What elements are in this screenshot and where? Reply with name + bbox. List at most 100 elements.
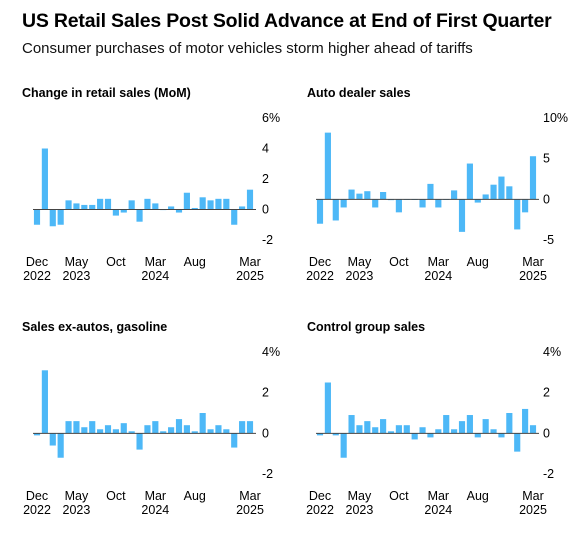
- x-tick-year-label: 2024: [141, 503, 169, 517]
- bar: [183, 425, 190, 434]
- bar: [128, 200, 135, 210]
- x-tick-label: Aug: [467, 255, 489, 269]
- bar: [199, 197, 206, 210]
- x-tick-label: Mar: [239, 255, 261, 269]
- y-tick-label: -2: [262, 233, 273, 247]
- x-tick-label: Aug: [467, 489, 489, 503]
- x-tick-label: Mar: [428, 489, 450, 503]
- bar: [223, 198, 230, 210]
- bar: [33, 433, 41, 436]
- bar: [81, 427, 88, 434]
- x-tick-label: Mar: [145, 489, 167, 503]
- bar: [49, 209, 56, 227]
- bar: [332, 433, 339, 436]
- bar: [348, 415, 355, 434]
- x-tick-label: May: [348, 255, 372, 269]
- bar: [73, 421, 80, 434]
- x-tick-year-label: 2024: [424, 269, 452, 283]
- bar: [458, 199, 466, 232]
- bar: [372, 427, 379, 434]
- y-tick-label: 2: [543, 386, 550, 400]
- bar: [144, 198, 151, 210]
- bar: [380, 419, 387, 434]
- x-tick-label: Oct: [106, 489, 126, 503]
- bar: [324, 132, 331, 200]
- x-tick-label: Oct: [106, 255, 126, 269]
- bar: [395, 425, 402, 434]
- bar: [120, 423, 127, 434]
- bar: [340, 199, 347, 208]
- bar: [168, 206, 175, 210]
- bar: [112, 429, 119, 434]
- x-tick-label: Oct: [389, 255, 409, 269]
- y-tick-label: 4: [262, 142, 269, 156]
- y-tick-label: -2: [262, 467, 273, 481]
- bar: [419, 199, 426, 208]
- y-tick-label: 6%: [262, 111, 280, 125]
- bar: [332, 199, 339, 221]
- bar: [529, 425, 537, 434]
- x-tick-label: Aug: [184, 255, 206, 269]
- y-tick-label: 5: [543, 152, 550, 166]
- bar: [89, 204, 96, 210]
- bar: [411, 433, 418, 440]
- bar: [175, 419, 183, 434]
- y-tick-label: 0: [262, 426, 269, 440]
- bar: [466, 415, 473, 434]
- bar: [451, 429, 458, 434]
- bar: [207, 200, 214, 210]
- y-tick-label: -5: [543, 233, 554, 247]
- bar: [395, 199, 402, 213]
- x-tick-label: Dec: [26, 255, 48, 269]
- bar: [231, 433, 238, 448]
- bar: [316, 199, 324, 224]
- bar: [128, 431, 135, 434]
- bar: [316, 433, 324, 436]
- x-tick-label: Oct: [389, 489, 409, 503]
- bar: [506, 413, 513, 434]
- bar: [65, 421, 72, 434]
- bar: [41, 370, 48, 434]
- bar: [474, 433, 481, 438]
- bar: [81, 204, 88, 210]
- x-tick-label: May: [65, 489, 89, 503]
- bar: [435, 199, 442, 208]
- y-tick-label: 0: [543, 192, 550, 206]
- bar: [246, 189, 254, 210]
- x-tick-year-label: 2023: [346, 503, 374, 517]
- bar: [443, 415, 450, 434]
- bar: [246, 421, 254, 434]
- bar: [57, 209, 64, 225]
- bar: [144, 425, 151, 434]
- x-tick-year-label: 2022: [306, 269, 334, 283]
- chart-subtitle: Consumer purchases of motor vehicles sto…: [22, 40, 473, 57]
- bar: [522, 408, 529, 434]
- y-tick-label: 2: [262, 386, 269, 400]
- bar: [506, 186, 513, 200]
- y-tick-label: 0: [543, 426, 550, 440]
- x-tick-label: Dec: [309, 255, 331, 269]
- x-tick-year-label: 2023: [346, 269, 374, 283]
- bar: [199, 413, 206, 434]
- x-tick-year-label: 2022: [23, 503, 51, 517]
- bar: [104, 198, 112, 210]
- bar: [223, 429, 230, 434]
- bar: [104, 425, 112, 434]
- bar: [136, 433, 143, 450]
- panel-title-retail-sales: Change in retail sales (MoM): [22, 86, 191, 100]
- bar: [490, 429, 497, 434]
- bar: [466, 163, 473, 200]
- bar: [239, 421, 246, 434]
- x-tick-year-label: 2022: [306, 503, 334, 517]
- bar: [498, 433, 505, 438]
- x-tick-year-label: 2023: [63, 269, 91, 283]
- bar: [427, 433, 434, 438]
- x-tick-year-label: 2025: [519, 269, 547, 283]
- bar: [191, 207, 198, 210]
- bar: [168, 427, 175, 434]
- x-tick-year-label: 2023: [63, 503, 91, 517]
- bar: [348, 189, 355, 200]
